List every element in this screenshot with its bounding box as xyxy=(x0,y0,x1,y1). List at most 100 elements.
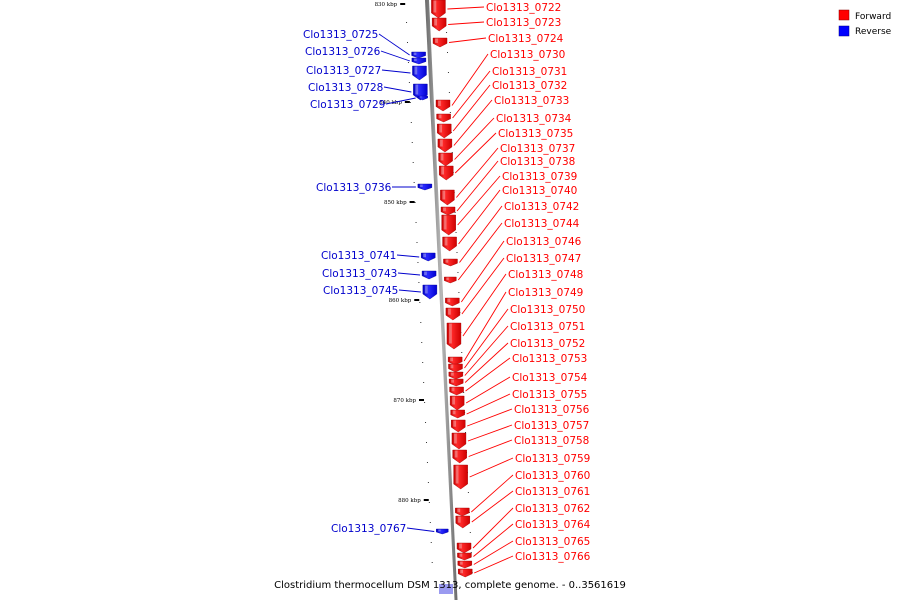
gene-label[interactable]: Clo1313_0724 xyxy=(488,33,564,45)
gene-feature[interactable] xyxy=(443,258,458,267)
gene-label[interactable]: Clo1313_0738 xyxy=(500,156,575,168)
gene-feature[interactable] xyxy=(451,419,466,433)
gene-label[interactable]: Clo1313_0723 xyxy=(486,17,561,29)
gene-label[interactable]: Clo1313_0750 xyxy=(510,304,585,316)
gene-label[interactable]: Clo1313_0766 xyxy=(515,551,591,563)
gene-label[interactable]: Clo1313_0743 xyxy=(322,268,397,280)
gene-label[interactable]: Clo1313_0742 xyxy=(504,201,579,213)
gene-feature[interactable] xyxy=(439,165,454,181)
gene-label[interactable]: Clo1313_0746 xyxy=(506,236,582,248)
gene-label[interactable]: Clo1313_0732 xyxy=(492,80,567,92)
gene-highlight xyxy=(452,396,455,405)
gene-feature[interactable] xyxy=(438,152,453,167)
gene-label[interactable]: Clo1313_0736 xyxy=(316,182,392,194)
gene-feature[interactable] xyxy=(448,378,464,387)
gene-feature[interactable] xyxy=(445,307,461,321)
minor-tick xyxy=(424,402,426,403)
gene-label[interactable]: Clo1313_0748 xyxy=(508,269,583,281)
gene-label[interactable]: Clo1313_0756 xyxy=(514,404,590,416)
gene-feature[interactable] xyxy=(451,432,467,450)
gene-label[interactable]: Clo1313_0726 xyxy=(305,46,381,58)
gene-label[interactable]: Clo1313_0731 xyxy=(492,66,567,78)
gene-feature[interactable] xyxy=(431,17,447,32)
gene-feature[interactable] xyxy=(448,363,463,373)
gene-feature[interactable] xyxy=(417,95,428,101)
label-connector xyxy=(452,84,491,132)
gene-label[interactable]: Clo1313_0722 xyxy=(486,2,561,14)
gene-label[interactable]: Clo1313_0727 xyxy=(306,65,381,77)
minor-tick xyxy=(419,302,421,303)
gene-label[interactable]: Clo1313_0733 xyxy=(494,95,569,107)
gene-label[interactable]: Clo1313_0747 xyxy=(506,253,581,265)
gene-feature[interactable] xyxy=(449,386,464,396)
gene-feature[interactable] xyxy=(431,0,446,19)
gene-feature[interactable] xyxy=(421,270,437,280)
gene-feature[interactable] xyxy=(445,297,460,307)
gene-label[interactable]: Clo1313_0764 xyxy=(515,519,591,531)
gene-feature[interactable] xyxy=(421,252,436,262)
gene-label[interactable]: Clo1313_0767 xyxy=(331,523,406,535)
gene-label[interactable]: Clo1313_0753 xyxy=(512,353,587,365)
gene-feature[interactable] xyxy=(437,138,453,153)
gene-label[interactable]: Clo1313_0725 xyxy=(303,29,378,41)
gene-feature[interactable] xyxy=(447,356,463,366)
gene-feature[interactable] xyxy=(452,449,467,464)
gene-feature[interactable] xyxy=(446,322,462,350)
gene-feature[interactable] xyxy=(440,206,456,216)
gene-feature[interactable] xyxy=(440,189,455,206)
gene-feature[interactable] xyxy=(422,284,438,300)
gene-label[interactable]: Clo1313_0737 xyxy=(500,143,575,155)
gene-feature[interactable] xyxy=(458,568,473,578)
gene-label[interactable]: Clo1313_0745 xyxy=(323,285,398,297)
gene-feature[interactable] xyxy=(417,183,433,191)
gene-feature[interactable] xyxy=(450,409,465,419)
gene-feature[interactable] xyxy=(441,214,456,236)
gene-feature[interactable] xyxy=(442,236,457,252)
legend-forward-label: Forward xyxy=(855,12,891,22)
gene-feature[interactable] xyxy=(449,395,465,411)
gene-feature[interactable] xyxy=(412,65,427,81)
gene-label[interactable]: Clo1313_0761 xyxy=(515,486,590,498)
gene-label[interactable]: Clo1313_0730 xyxy=(490,49,565,61)
gene-label[interactable]: Clo1313_0752 xyxy=(510,338,585,350)
gene-label[interactable]: Clo1313_0744 xyxy=(504,218,580,230)
gene-feature[interactable] xyxy=(456,542,472,554)
gene-label[interactable]: Clo1313_0751 xyxy=(510,321,585,333)
label-connector xyxy=(465,376,511,404)
gene-label[interactable]: Clo1313_0758 xyxy=(514,435,589,447)
gene-feature[interactable] xyxy=(411,51,426,59)
gene-label[interactable]: Clo1313_0740 xyxy=(502,185,577,197)
scale-label: 880 kbp xyxy=(398,498,421,504)
gene-feature[interactable] xyxy=(444,276,457,284)
gene-feature[interactable] xyxy=(455,515,470,529)
gene-feature[interactable] xyxy=(448,371,464,380)
gene-label[interactable]: Clo1313_0739 xyxy=(502,171,577,183)
gene-label[interactable]: Clo1313_0735 xyxy=(498,128,573,140)
gene-feature[interactable] xyxy=(453,464,468,490)
gene-label[interactable]: Clo1313_0741 xyxy=(321,250,396,262)
gene-feature[interactable] xyxy=(457,560,473,569)
gene-label[interactable]: Clo1313_0759 xyxy=(515,453,590,465)
scale-tick xyxy=(404,101,410,103)
gene-label[interactable]: Clo1313_0760 xyxy=(515,470,590,482)
gene-feature[interactable] xyxy=(437,123,452,139)
gene-feature[interactable] xyxy=(436,113,451,123)
gene-feature[interactable] xyxy=(411,57,427,65)
gene-feature[interactable] xyxy=(457,552,472,561)
gene-feature[interactable] xyxy=(435,99,451,112)
gene-label[interactable]: Clo1313_0749 xyxy=(508,287,583,299)
label-connector xyxy=(454,117,495,160)
gene-label[interactable]: Clo1313_0728 xyxy=(308,82,383,94)
gene-label[interactable]: Clo1313_0755 xyxy=(512,389,587,401)
gene-feature[interactable] xyxy=(455,507,470,517)
scale-label: 870 kbp xyxy=(393,398,416,404)
gene-label[interactable]: Clo1313_0762 xyxy=(515,503,590,515)
minor-tick xyxy=(425,422,427,423)
gene-label[interactable]: Clo1313_0734 xyxy=(496,113,572,125)
gene-label[interactable]: Clo1313_0765 xyxy=(515,536,590,548)
gene-label[interactable]: Clo1313_0757 xyxy=(514,420,589,432)
gene-label[interactable]: Clo1313_0754 xyxy=(512,372,588,384)
gene-feature[interactable] xyxy=(432,37,448,48)
gene-feature[interactable] xyxy=(436,528,449,535)
gene-label[interactable]: Clo1313_0729 xyxy=(310,99,385,111)
